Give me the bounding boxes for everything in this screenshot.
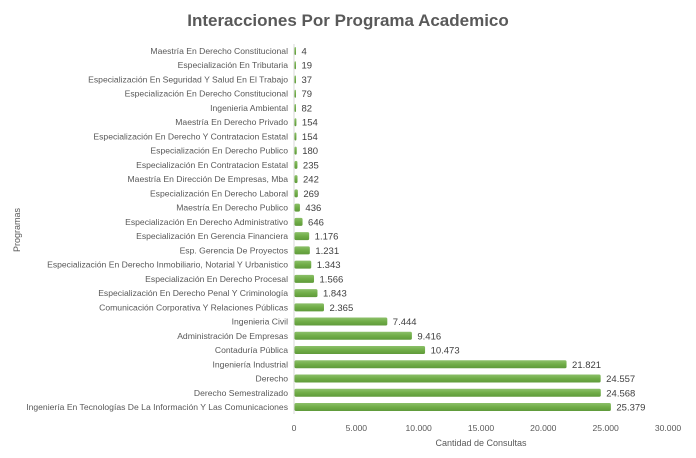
category-label: Ingenieria Ambiental	[210, 103, 288, 113]
value-label: 269	[303, 189, 319, 200]
category-label: Especialización En Derecho Inmobiliario,…	[47, 260, 288, 270]
value-label: 24.557	[606, 374, 635, 385]
category-label: Especialización En Derecho Constituciona…	[125, 89, 288, 99]
value-label: 9.416	[417, 331, 441, 342]
category-label: Comunicación Corporativa Y Relaciones Pú…	[99, 302, 288, 312]
value-label: 19	[302, 61, 313, 72]
category-label: Especialización En Derecho Publico	[150, 146, 288, 156]
category-label: Especialización En Derecho Procesal	[145, 274, 288, 284]
bar	[294, 146, 297, 155]
value-label: 1.343	[317, 260, 341, 271]
bar	[294, 132, 297, 141]
bar	[294, 303, 324, 312]
value-label: 10.473	[431, 346, 460, 357]
category-label: Especialización En Derecho Administrativ…	[125, 217, 288, 227]
bar	[294, 346, 426, 355]
bar	[294, 388, 601, 397]
value-label: 1.176	[315, 232, 339, 243]
value-label: 25.379	[616, 403, 645, 414]
x-tick-label: 15.000	[468, 423, 495, 433]
bar	[294, 47, 296, 55]
category-label: Maestría En Dirección De Empresas, Mba	[128, 174, 289, 184]
category-label: Ingenieria Civil	[232, 317, 288, 327]
y-axis-title: Programas	[12, 207, 22, 252]
x-tick-label: 5.000	[346, 423, 368, 433]
category-label: Especialización En Derecho Y Contratacio…	[93, 131, 288, 141]
category-label: Especialización En Contratacion Estatal	[136, 160, 288, 170]
value-label: 7.444	[393, 317, 417, 328]
chart-title: Interacciones Por Programa Academico	[187, 11, 509, 30]
value-label: 1.843	[323, 289, 347, 300]
bar	[294, 175, 298, 184]
category-label: Administración De Empresas	[177, 331, 288, 341]
category-label: Maestría En Derecho Publico	[176, 203, 288, 213]
bar	[294, 360, 567, 369]
bar	[294, 217, 303, 226]
category-label: Especialización En Seguridad Y Salud En …	[88, 74, 288, 84]
category-label: Especialización En Derecho Penal Y Crimi…	[98, 288, 288, 298]
value-label: 242	[303, 175, 319, 186]
value-label: 1.566	[320, 274, 344, 285]
x-axis-title: Cantidad de Consultas	[435, 438, 527, 448]
bar	[294, 61, 296, 70]
category-label: Maestría En Derecho Privado	[175, 117, 288, 127]
value-label: 37	[302, 75, 313, 86]
value-label: 646	[308, 217, 324, 228]
value-label: 82	[302, 103, 313, 114]
x-tick-label: 20.000	[530, 423, 557, 433]
bar	[294, 317, 388, 326]
x-tick-label: 0	[292, 423, 297, 433]
bar	[294, 260, 312, 269]
x-tick-label: 30.000	[655, 423, 682, 433]
category-label: Contaduría Pública	[215, 345, 288, 355]
value-label: 4	[302, 47, 307, 58]
value-label: 79	[302, 89, 313, 100]
bar	[294, 203, 300, 212]
bar	[294, 160, 298, 169]
x-tick-label: 25.000	[593, 423, 620, 433]
bar	[294, 374, 601, 383]
category-label: Ingeniería Industrial	[213, 359, 289, 369]
category-label: Especialización En Gerencia Financiera	[136, 231, 288, 241]
bar	[294, 232, 310, 241]
bar	[294, 289, 318, 298]
value-label: 1.231	[315, 246, 339, 257]
category-label: Derecho	[256, 374, 289, 384]
bar	[294, 274, 315, 283]
category-label: Esp. Gerencia De Proyectos	[180, 245, 288, 255]
bar	[294, 189, 298, 198]
value-label: 235	[303, 160, 319, 171]
value-label: 2.365	[329, 303, 353, 314]
category-label: Especialización En Tributaria	[178, 60, 289, 70]
value-label: 436	[305, 203, 321, 214]
value-label: 21.821	[572, 360, 601, 371]
bar	[294, 75, 296, 84]
value-label: 24.568	[606, 388, 635, 399]
category-label: Maestría En Derecho Constitucional	[150, 46, 288, 56]
value-label: 154	[302, 132, 318, 143]
x-tick-label: 10.000	[406, 423, 433, 433]
bar	[294, 246, 310, 255]
bar	[294, 331, 412, 340]
value-label: 180	[302, 146, 318, 157]
category-label: Derecho Semestralizado	[194, 388, 288, 398]
category-label: Ingeniería En Tecnologías De La Informac…	[26, 402, 288, 412]
category-label: Especialización En Derecho Laboral	[150, 188, 288, 198]
bar	[294, 89, 296, 98]
bar	[294, 118, 297, 127]
bar	[294, 403, 611, 411]
bar	[294, 103, 296, 112]
value-label: 154	[302, 118, 318, 129]
